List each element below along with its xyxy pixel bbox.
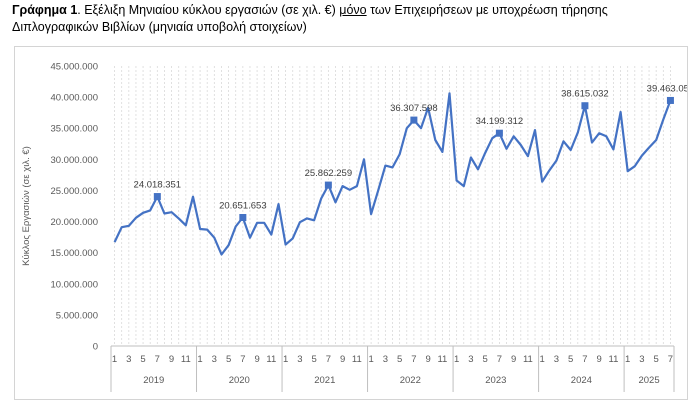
data-label: 39.463.054 [647, 83, 687, 94]
caption-emphasis: μόνο [339, 3, 367, 17]
x-tick-label-month: 7 [326, 354, 331, 365]
caption-text-2: των Επιχειρήσεων με υποχρέωση τήρησης Δι… [12, 3, 608, 34]
x-tick-label-month: 7 [668, 354, 673, 365]
x-tick-label-month: 1 [112, 354, 117, 365]
caption-text-1: . Εξέλιξη Μηνιαίου κύκλου εργασιών (σε χ… [77, 3, 340, 17]
x-tick-label-month: 5 [654, 354, 659, 365]
x-tick-label-month: 11 [608, 354, 618, 365]
x-tick-label-month: 7 [411, 354, 416, 365]
x-tick-label-month: 3 [212, 354, 217, 365]
x-tick-label-year: 2024 [571, 375, 592, 386]
x-tick-label-month: 7 [582, 354, 587, 365]
x-tick-label-month: 9 [254, 354, 259, 365]
x-tick-label-month: 3 [297, 354, 302, 365]
x-tick-label-month: 1 [368, 354, 373, 365]
x-tick-label-month: 1 [197, 354, 202, 365]
y-tick-label: 35.000.000 [50, 124, 98, 135]
data-point-marker [324, 181, 332, 189]
y-tick-label: 40.000.000 [50, 93, 98, 104]
data-point-marker [581, 102, 589, 110]
y-axis-title: Κύκλος Εργασιών (σε χιλ. €) [21, 146, 32, 266]
x-tick-label-month: 3 [639, 354, 644, 365]
x-tick-label-month: 11 [437, 354, 447, 365]
x-tick-label-month: 5 [397, 354, 402, 365]
x-tick-label-month: 3 [126, 354, 131, 365]
y-tick-label: 0 [93, 342, 98, 353]
x-tick-label-month: 11 [352, 354, 362, 365]
y-tick-label: 45.000.000 [50, 62, 98, 73]
x-tick-label-year: 2020 [229, 375, 250, 386]
x-tick-label-year: 2023 [485, 375, 506, 386]
x-tick-label-month: 7 [155, 354, 160, 365]
data-label: 25.862.259 [305, 168, 353, 179]
x-tick-label-year: 2019 [143, 375, 164, 386]
x-tick-label-month: 1 [454, 354, 459, 365]
y-tick-label: 25.000.000 [50, 186, 98, 197]
data-label: 20.651.653 [219, 201, 267, 212]
x-tick-label-month: 11 [181, 354, 191, 365]
x-tick-label-month: 5 [311, 354, 316, 365]
x-tick-label-month: 7 [497, 354, 502, 365]
y-tick-label: 15.000.000 [50, 248, 98, 259]
x-tick-label-month: 5 [226, 354, 231, 365]
x-tick-label-month: 9 [597, 354, 602, 365]
x-tick-label-month: 7 [240, 354, 245, 365]
x-tick-label-year: 2022 [400, 375, 421, 386]
chart-frame: 0 5.000.000 10.000.000 15.000.000 20.000.000… [14, 46, 688, 400]
chart-caption: Γράφημα 1. Εξέλιξη Μηνιαίου κύκλου εργασ… [12, 2, 688, 36]
y-tick-label: 20.000.000 [50, 217, 98, 228]
data-point-marker [666, 96, 674, 104]
caption-label: Γράφημα 1 [12, 3, 78, 17]
x-tick-label-year: 2025 [638, 375, 659, 386]
data-point-marker [495, 129, 503, 137]
data-label: 36.307.598 [390, 103, 438, 114]
x-tick-label-year: 2021 [314, 375, 335, 386]
x-tick-label-month: 3 [383, 354, 388, 365]
data-label: 34.199.312 [476, 116, 524, 127]
x-tick-label-month: 11 [523, 354, 533, 365]
series-line [113, 92, 672, 256]
x-tick-label-month: 3 [468, 354, 473, 365]
data-label: 24.018.351 [134, 180, 182, 191]
x-tick-label-month: 9 [169, 354, 174, 365]
x-tick-label-month: 3 [554, 354, 559, 365]
x-tick-label-month: 9 [511, 354, 516, 365]
x-tick-label-month: 1 [625, 354, 630, 365]
data-point-marker [239, 214, 247, 222]
x-tick-label-month: 5 [482, 354, 487, 365]
x-tick-label-month: 9 [340, 354, 345, 365]
x-tick-label-month: 9 [425, 354, 430, 365]
data-label: 38.615.032 [561, 89, 609, 100]
x-tick-label-month: 1 [283, 354, 288, 365]
data-point-marker [410, 116, 418, 124]
y-tick-label: 5.000.000 [56, 310, 98, 321]
x-tick-label-month: 1 [540, 354, 545, 365]
x-tick-label-month: 11 [266, 354, 276, 365]
y-tick-label: 10.000.000 [50, 279, 98, 290]
y-tick-label: 30.000.000 [50, 155, 98, 166]
x-tick-label-month: 5 [140, 354, 145, 365]
x-tick-label-month: 5 [568, 354, 573, 365]
data-point-marker [153, 193, 161, 201]
line-chart: 0 5.000.000 10.000.000 15.000.000 20.000.000… [21, 62, 687, 392]
